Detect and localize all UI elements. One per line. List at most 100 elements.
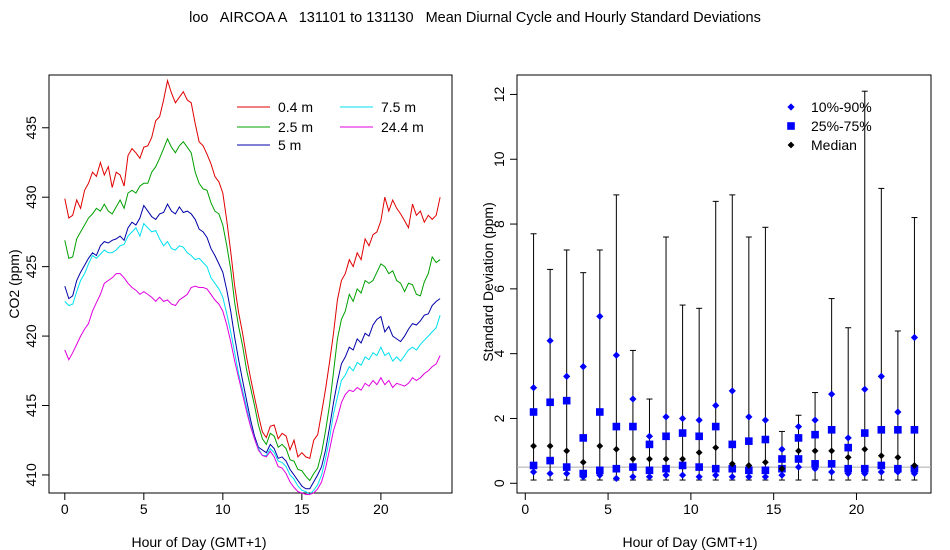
p75-marker xyxy=(811,430,819,439)
median-marker xyxy=(778,465,786,473)
legend-label-0-4-m: 0.4 m xyxy=(278,99,313,115)
p75-marker xyxy=(562,396,571,405)
median-marker xyxy=(844,453,852,461)
p10-marker xyxy=(695,473,703,481)
p10-marker xyxy=(563,469,571,478)
right-y-axis-label: Standard Deviation (ppm) xyxy=(480,202,496,362)
hour-group-4 xyxy=(596,249,604,481)
hour-group-11 xyxy=(711,200,720,481)
hour-group-21 xyxy=(877,187,886,481)
p25-marker xyxy=(794,455,803,463)
p25-marker xyxy=(629,463,637,471)
left-y-axis: 410 415 420 425 430 435 xyxy=(23,116,49,487)
median-marker xyxy=(828,447,836,455)
right-y-tick-label-8: 8 xyxy=(491,220,507,228)
p75-marker xyxy=(596,408,604,416)
hour-group-0 xyxy=(529,233,538,481)
right-x-tick-label-20: 20 xyxy=(849,501,865,517)
right-y-tick-label-4: 4 xyxy=(491,350,507,358)
series-line-2-5-m xyxy=(64,137,441,482)
right-x-tick-label-10: 10 xyxy=(683,501,699,517)
left-x-tick-label-5: 5 xyxy=(140,501,148,517)
p75-marker xyxy=(546,398,554,407)
legend-label-24-4-m: 24.4 m xyxy=(381,119,424,135)
p90-marker xyxy=(563,372,571,380)
p10-marker xyxy=(546,469,554,478)
p75-marker xyxy=(745,437,753,445)
hour-group-16 xyxy=(794,414,803,481)
p10-marker xyxy=(877,468,885,476)
hour-group-8 xyxy=(662,236,670,481)
median-marker xyxy=(646,455,653,463)
median-marker xyxy=(546,442,554,450)
median-marker xyxy=(877,452,885,460)
left-x-axis-label: Hour of Day (GMT+1) xyxy=(132,534,267,550)
p25-marker xyxy=(546,456,554,465)
right-x-axis-label: Hour of Day (GMT+1) xyxy=(623,534,758,550)
p25-marker xyxy=(811,460,819,468)
legend-marker-median xyxy=(787,141,795,149)
p90-marker xyxy=(529,384,538,392)
p10-marker xyxy=(844,469,852,478)
left-y-tick-label-425: 425 xyxy=(23,255,39,279)
p75-marker xyxy=(844,443,852,452)
p10-marker xyxy=(910,469,919,478)
p10-marker xyxy=(828,468,836,476)
median-marker xyxy=(712,444,720,452)
right-x-tick-label-15: 15 xyxy=(766,501,782,517)
legend-label-2-5-m: 2.5 m xyxy=(278,119,313,135)
median-marker xyxy=(811,447,819,455)
hour-group-15 xyxy=(778,430,786,481)
p90-marker xyxy=(894,408,902,416)
p75-marker xyxy=(728,440,737,449)
right-y-axis: 0 2 4 6 8 10 12 xyxy=(491,86,517,487)
p10-marker xyxy=(529,468,538,476)
right-x-axis: 0 5 10 15 20 xyxy=(521,493,864,517)
median-marker xyxy=(894,453,902,461)
p75-marker xyxy=(877,426,886,434)
p75-marker xyxy=(629,422,637,431)
hour-group-18 xyxy=(827,298,836,481)
p10-marker xyxy=(728,473,736,481)
p90-marker xyxy=(712,401,720,410)
right-y-tick-label-0: 0 xyxy=(491,479,507,487)
legend-label-5-m: 5 m xyxy=(278,137,301,153)
left-y-tick-label-420: 420 xyxy=(23,324,39,348)
median-marker xyxy=(695,449,703,456)
legend-marker-25-75 xyxy=(787,122,795,130)
hour-group-22 xyxy=(894,330,902,481)
p75-marker xyxy=(860,429,869,437)
p90-marker xyxy=(794,422,803,431)
p75-marker xyxy=(761,435,770,444)
left-legend: 0.4 m 2.5 m 5 m 7.5 m 24.4 m xyxy=(237,99,424,153)
p25-marker xyxy=(728,464,737,473)
right-y-tick-label-12: 12 xyxy=(491,86,507,102)
p25-marker xyxy=(678,461,687,470)
left-y-tick-label-430: 430 xyxy=(23,185,39,209)
right-marks-group xyxy=(529,90,919,483)
left-y-axis-label: CO2 (ppm) xyxy=(6,249,22,318)
right-y-tick-label-2: 2 xyxy=(491,414,507,422)
p75-marker xyxy=(529,408,538,416)
left-y-tick-label-410: 410 xyxy=(23,463,39,487)
hour-group-14 xyxy=(761,226,770,481)
hour-group-7 xyxy=(645,398,654,481)
left-x-tick-label-0: 0 xyxy=(61,501,69,517)
series-line-0-4-m xyxy=(64,78,441,459)
left-x-tick-label-10: 10 xyxy=(215,501,231,517)
p90-marker xyxy=(679,414,687,423)
left-y-tick-label-415: 415 xyxy=(23,394,39,418)
left-y-tick-label-435: 435 xyxy=(23,116,39,140)
p10-marker xyxy=(645,473,654,481)
p25-marker xyxy=(662,464,670,473)
right-plot-frame xyxy=(516,74,932,494)
hour-group-1 xyxy=(546,268,554,481)
hour-group-23 xyxy=(910,217,919,481)
p10-marker xyxy=(712,471,720,479)
median-marker xyxy=(728,460,736,468)
page-title: loo AIRCOA A 131101 to 131130 Mean Diurn… xyxy=(189,10,761,26)
left-x-tick-label-15: 15 xyxy=(294,501,310,517)
hour-group-5 xyxy=(612,194,621,483)
p90-marker xyxy=(828,390,836,398)
p75-marker xyxy=(579,434,588,442)
